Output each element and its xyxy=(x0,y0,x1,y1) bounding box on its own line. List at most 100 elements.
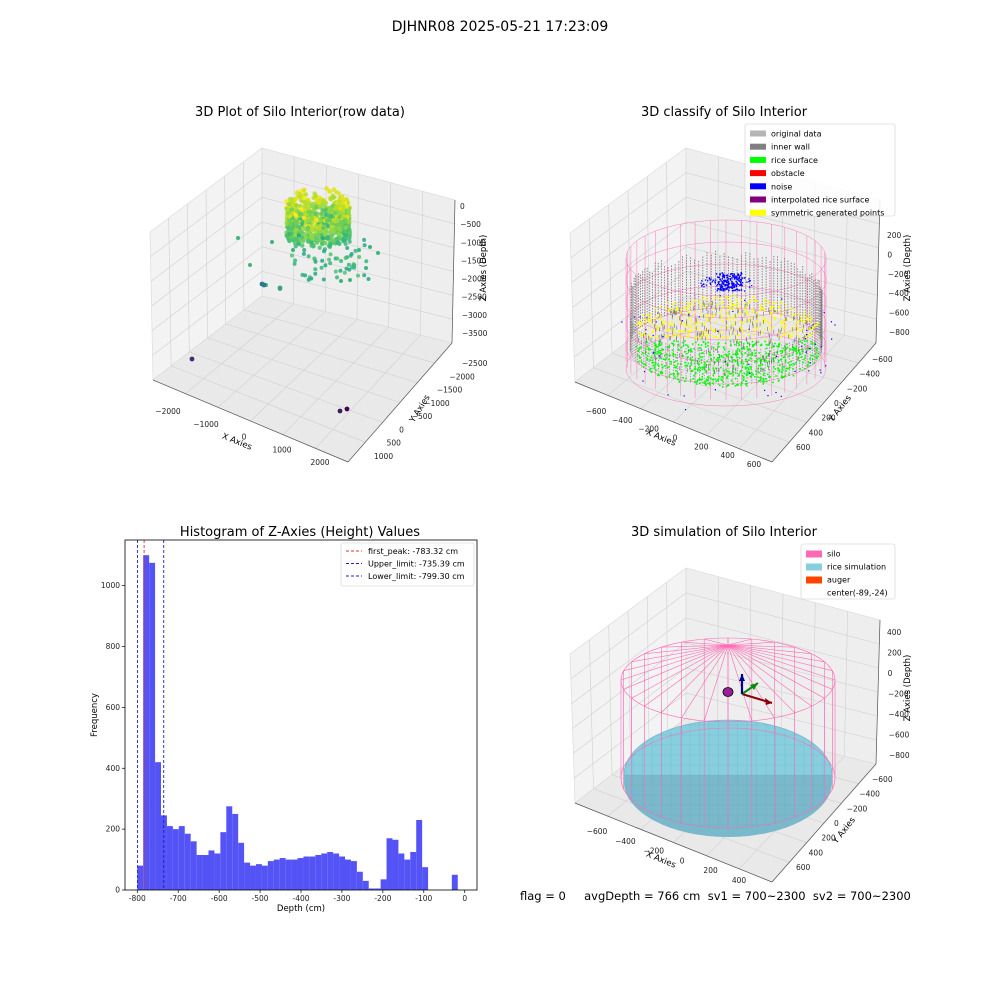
noise-point xyxy=(734,277,736,279)
symmetric-point xyxy=(739,306,742,309)
z-axis-line xyxy=(875,619,881,765)
rice-surface-point xyxy=(672,352,674,355)
rice-surface-point xyxy=(705,371,707,373)
rice-surface-point xyxy=(677,372,680,375)
symmetric-point xyxy=(702,298,704,301)
symmetric-point xyxy=(752,308,754,310)
noise-point xyxy=(667,394,669,396)
symmetric-point xyxy=(748,301,750,304)
symmetric-point xyxy=(673,333,675,335)
symmetric-point xyxy=(697,328,699,330)
noise-point xyxy=(834,324,836,326)
symmetric-point xyxy=(701,332,704,335)
noise-point xyxy=(709,282,711,284)
noise-point xyxy=(764,389,766,391)
noise-point xyxy=(703,286,705,288)
symmetric-point xyxy=(734,331,736,333)
data-point xyxy=(313,271,318,276)
symmetric-point xyxy=(755,320,758,322)
tick-label: −600 xyxy=(889,731,910,740)
rice-surface-point xyxy=(765,359,767,362)
symmetric-point xyxy=(782,322,785,324)
histogram-ylabel: Frequency xyxy=(90,693,100,737)
symmetric-point xyxy=(659,306,662,309)
symmetric-point xyxy=(768,325,770,328)
symmetric-point xyxy=(687,324,690,327)
symmetric-point xyxy=(656,325,659,328)
histogram-bar xyxy=(362,880,369,890)
noise-point xyxy=(706,277,708,279)
symmetric-point xyxy=(713,298,715,300)
rice-surface-point xyxy=(646,341,648,344)
rice-surface-point xyxy=(732,374,734,376)
data-point xyxy=(320,199,325,204)
rice-surface-point xyxy=(746,341,749,344)
symmetric-point xyxy=(714,336,717,338)
symmetric-point xyxy=(666,329,668,332)
rice-surface-point xyxy=(737,384,739,386)
noise-point xyxy=(831,338,833,340)
noise-point xyxy=(716,285,718,287)
histogram-bar xyxy=(273,859,280,890)
noise-point xyxy=(736,284,738,287)
histogram-bar xyxy=(190,841,197,890)
rice-surface-point xyxy=(789,348,791,351)
rice-surface-point xyxy=(765,343,768,346)
symmetric-point xyxy=(672,324,674,327)
symmetric-point xyxy=(690,327,693,329)
symmetric-point xyxy=(645,313,648,316)
rice-surface-point xyxy=(760,358,762,361)
symmetric-point xyxy=(783,325,786,327)
symmetric-point xyxy=(648,333,650,336)
symmetric-point xyxy=(770,312,772,315)
rice-surface-point xyxy=(690,363,693,366)
rice-surface-point xyxy=(709,363,711,366)
data-point xyxy=(287,238,292,243)
histogram-bar xyxy=(226,806,233,890)
symmetric-point xyxy=(781,320,784,323)
data-point xyxy=(334,222,340,228)
noise-point xyxy=(688,314,690,316)
rice-surface-point xyxy=(668,366,670,368)
rice-surface-point xyxy=(785,353,787,355)
symmetric-point xyxy=(696,322,699,325)
rice-surface-point xyxy=(711,378,714,381)
rice-surface-point xyxy=(763,372,765,375)
rice-surface-point xyxy=(673,361,676,363)
symmetric-point xyxy=(796,333,798,336)
noise-point xyxy=(806,334,808,336)
data-point xyxy=(309,234,314,239)
data-point xyxy=(321,236,325,241)
symmetric-point xyxy=(720,315,722,317)
rice-surface-point xyxy=(741,375,744,377)
x-tick-label: -300 xyxy=(333,894,350,903)
rice-surface-point xyxy=(757,341,760,343)
noise-point xyxy=(739,284,741,286)
rice-surface-point xyxy=(668,375,671,377)
rice-surface-point xyxy=(740,352,743,354)
noise-point xyxy=(775,392,777,394)
symmetric-point xyxy=(705,314,708,317)
rice-surface-point xyxy=(665,353,668,355)
symmetric-point xyxy=(793,323,795,325)
silo-roof-line xyxy=(623,644,729,690)
symmetric-point xyxy=(767,318,769,321)
symmetric-point xyxy=(759,309,761,312)
noise-point xyxy=(733,282,735,285)
symmetric-point xyxy=(779,300,782,303)
symmetric-point xyxy=(656,311,659,313)
legend-label: Upper_limit: -735.39 cm xyxy=(368,560,465,569)
rice-surface-point xyxy=(725,353,728,356)
noise-point xyxy=(729,279,732,281)
symmetric-point xyxy=(754,299,756,302)
rice-surface-point xyxy=(671,349,674,351)
rice-surface-point xyxy=(744,383,747,385)
noise-point xyxy=(652,352,654,354)
rice-surface-point xyxy=(778,342,781,345)
silo-roof-line xyxy=(727,644,833,671)
histogram-bar xyxy=(368,888,375,890)
rice-surface-point xyxy=(691,350,693,353)
symmetric-point xyxy=(713,313,716,316)
noise-point xyxy=(820,346,822,348)
